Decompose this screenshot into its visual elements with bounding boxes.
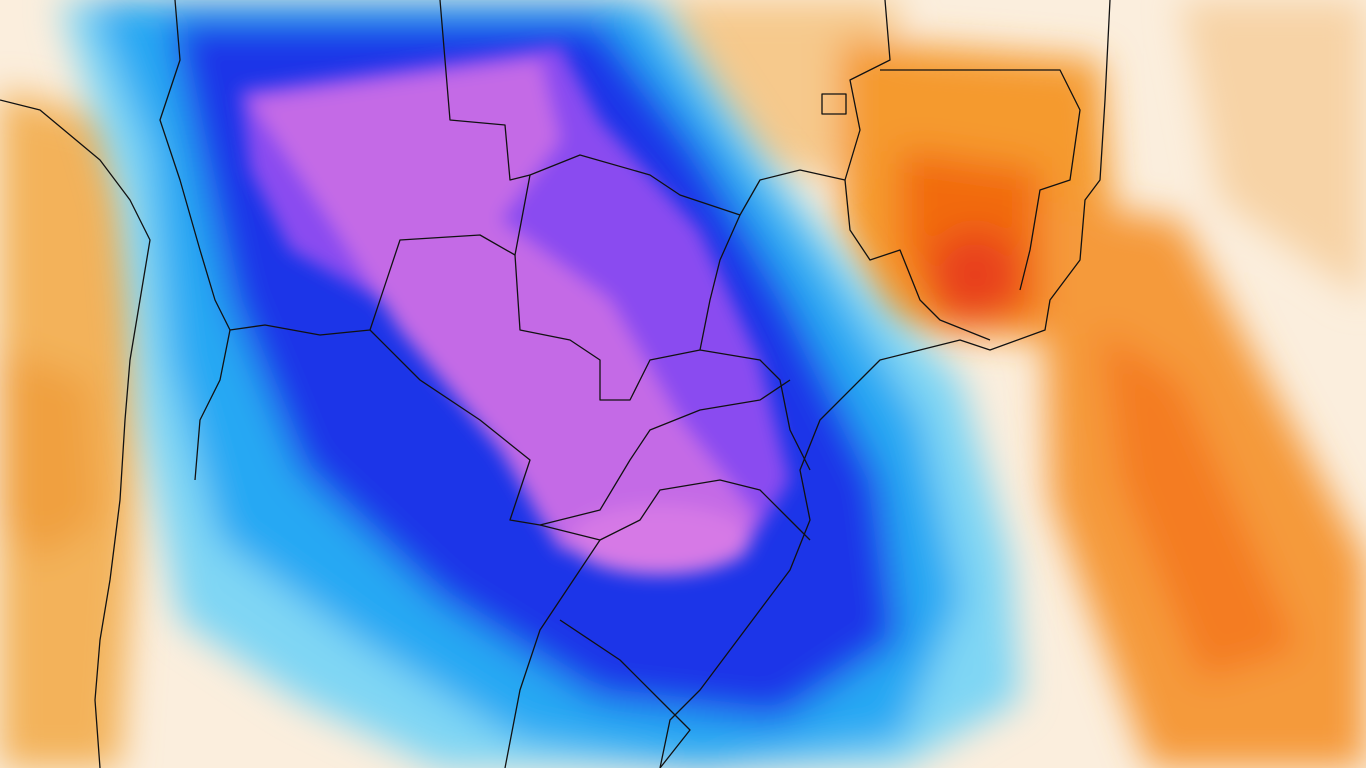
cold-extreme — [250, 60, 760, 560]
border-argentina-west — [194, 329, 231, 481]
borders — [0, 0, 1111, 768]
border-mg — [844, 179, 991, 341]
border-states — [514, 254, 811, 471]
warm-peak — [930, 230, 1020, 320]
border-paraguay — [369, 329, 791, 526]
border-rs — [539, 479, 811, 541]
border-uruguay — [504, 539, 601, 768]
cold-core — [240, 45, 790, 575]
border-chile — [0, 99, 151, 768]
warm-east-core — [1100, 330, 1300, 680]
cold-extreme-south — [570, 505, 750, 575]
border-ba — [880, 69, 1081, 291]
coastline — [659, 0, 1111, 768]
border-ms — [699, 214, 741, 351]
warm-west-core — [0, 350, 100, 560]
border-uruguay-east — [559, 619, 691, 768]
warm-northeast — [1180, 0, 1366, 300]
border-mt — [439, 0, 531, 181]
border-df — [821, 93, 847, 115]
